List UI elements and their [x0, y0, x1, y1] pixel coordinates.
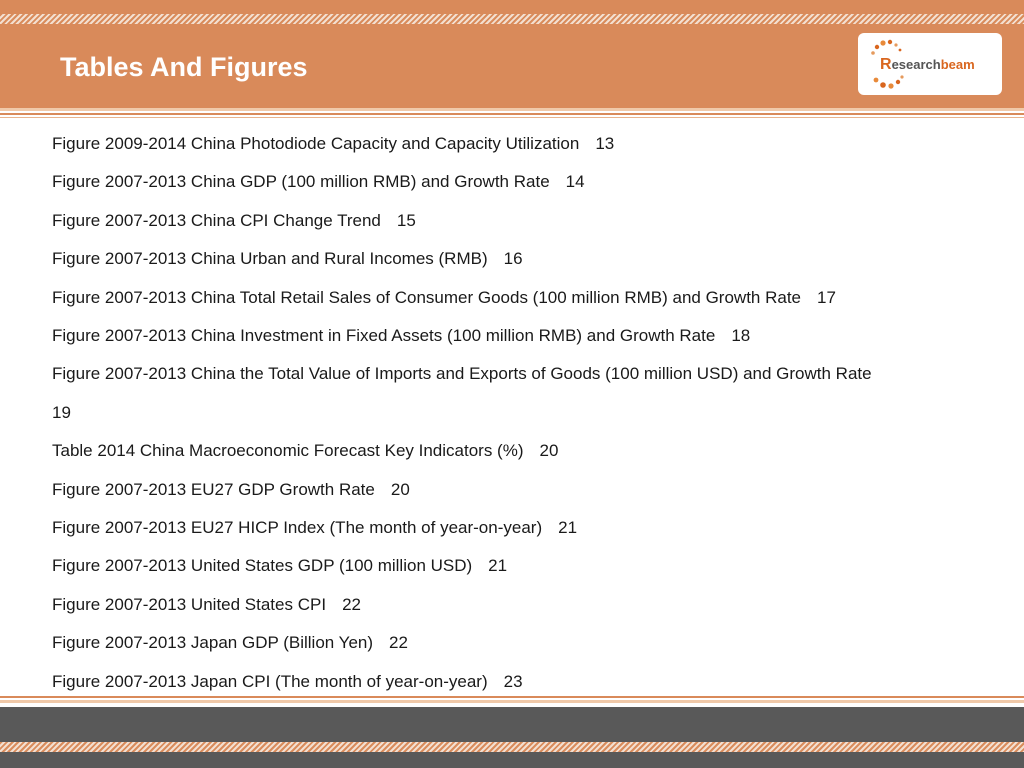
list-item: Figure 2007-2013 EU27 GDP Growth Rate 20	[52, 471, 1002, 509]
entry-title: Figure 2007-2013 EU27 GDP Growth Rate	[52, 479, 375, 499]
entry-title: Figure 2007-2013 China CPI Change Trend	[52, 210, 381, 230]
entry-title: Figure 2007-2013 China GDP (100 million …	[52, 172, 550, 192]
header-rule	[0, 108, 1024, 111]
footer-end-bar	[0, 752, 1024, 768]
list-item: Figure 2007-2013 China Investment in Fix…	[52, 317, 1002, 355]
entry-page: 21	[558, 518, 578, 538]
list-item: Figure 2007-2013 China CPI Change Trend 1…	[52, 202, 1002, 240]
entry-title: Figure 2007-2013 EU27 HICP Index (The mo…	[52, 518, 543, 538]
entry-title: Figure 2007-2013 United States CPI	[52, 594, 327, 614]
header-rule	[0, 113, 1024, 115]
list-item: Figure 2007-2013 United States CPI 22	[52, 586, 1002, 624]
entry-title: Figure 2007-2013 China Investment in Fix…	[52, 326, 716, 346]
entry-page: 14	[565, 172, 585, 192]
entry-title: Figure 2007-2013 Japan CPI (The month of…	[52, 671, 488, 691]
list-item: Figure 2007-2013 China GDP (100 million …	[52, 163, 1002, 201]
entry-page: 18	[731, 326, 751, 346]
logo-wordmark: Researchbeam	[880, 56, 975, 73]
list-item: Figure 2007-2013 United States GDP (100 …	[52, 547, 1002, 585]
list-item: Table 2014 China Macroeconomic Forecast …	[52, 432, 1002, 470]
figures-list: Figure 2009-2014 China Photodiode Capaci…	[52, 125, 1002, 701]
entry-title: Figure 2007-2013 China Total Retail Sale…	[52, 287, 802, 307]
entry-page: 22	[342, 594, 361, 614]
entry-page: 20	[390, 479, 410, 499]
entry-title: Table 2014 China Macroeconomic Forecast …	[52, 441, 524, 461]
list-item: Figure 2007-2013 EU27 HICP Index (The mo…	[52, 509, 1002, 547]
list-item: Figure 2007-2013 China the Total Value o…	[52, 355, 1002, 432]
researchbeam-logo-icon	[871, 39, 904, 89]
entry-page: 15	[396, 210, 416, 230]
entry-page: 13	[595, 134, 615, 153]
list-item: Figure 2007-2013 Japan CPI (The month of…	[52, 663, 1002, 701]
bottom-stripe-band	[0, 742, 1024, 752]
entry-title: Figure 2007-2013 China the Total Value o…	[52, 364, 872, 384]
footer-rule	[0, 700, 1024, 703]
footer-rule	[0, 696, 1024, 698]
entry-page: 21	[488, 556, 508, 576]
entry-page: 23	[503, 671, 523, 691]
entry-title: Figure 2007-2013 China Urban and Rural I…	[52, 249, 488, 269]
entry-page: 20	[539, 441, 559, 461]
entry-title: Figure 2007-2013 United States GDP (100 …	[52, 556, 473, 576]
header-rule	[0, 117, 1024, 118]
header-band: Tables And Figures Researchbeam	[0, 24, 1024, 108]
footer-bar	[0, 707, 1024, 742]
list-item: Figure 2007-2013 China Urban and Rural I…	[52, 240, 1002, 278]
list-item: Figure 2007-2013 China Total Retail Sale…	[52, 279, 1002, 317]
entry-page: 22	[389, 633, 408, 653]
top-stripe-band	[0, 14, 1024, 24]
top-bar	[0, 0, 1024, 14]
list-item: Figure 2009-2014 China Photodiode Capaci…	[52, 125, 1002, 163]
entry-page: 16	[503, 249, 523, 269]
slide-title: Tables And Figures	[60, 52, 308, 82]
list-item: Figure 2007-2013 Japan GDP (Billion Yen)…	[52, 624, 1002, 662]
entry-title: Figure 2009-2014 China Photodiode Capaci…	[52, 134, 580, 153]
entry-page: 19	[52, 402, 71, 422]
entry-title: Figure 2007-2013 Japan GDP (Billion Yen)	[52, 633, 374, 653]
researchbeam-logo: Researchbeam	[858, 33, 1002, 95]
entry-page: 17	[817, 287, 836, 307]
